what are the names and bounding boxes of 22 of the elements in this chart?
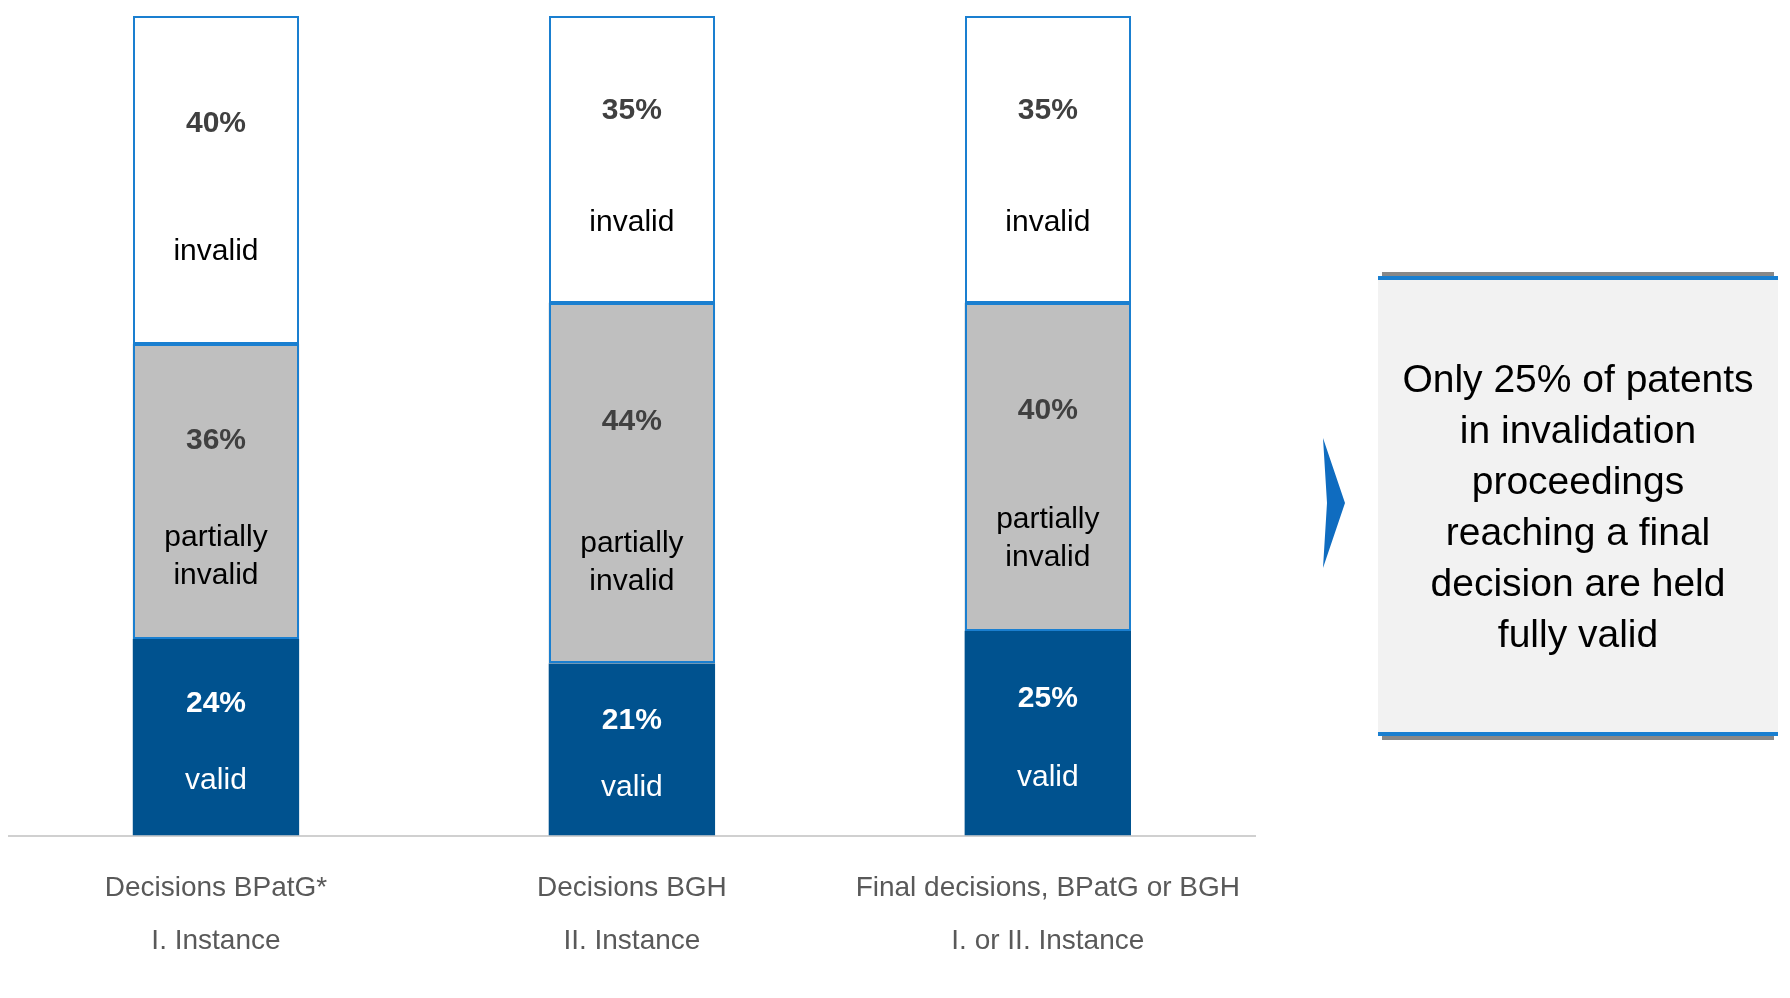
data-label: 24% <box>185 685 246 719</box>
text: valid <box>1016 759 1079 793</box>
data-label: 44% <box>601 403 662 437</box>
text: invalid <box>173 233 259 267</box>
data-label: 36% <box>185 422 246 456</box>
text: invalid <box>589 203 675 237</box>
data-label: 40% <box>1017 392 1078 426</box>
text: Only 25% of patents in invalidation proceedings reaching a final decision are held fully valid <box>1378 276 1778 736</box>
data-label: 25% <box>1017 679 1078 713</box>
data-label: 35% <box>1017 91 1078 125</box>
x-tick-label: Decisions BPatG* I. Instance <box>104 870 328 956</box>
x-tick-label: Final decisions, BPatG or BGH I. or II. Instance <box>855 870 1240 956</box>
text: valid <box>185 761 247 795</box>
x-tick-label: Decisions BGH II. Instance <box>536 870 727 956</box>
data-label: 21% <box>601 701 662 735</box>
text: partially invalid <box>164 518 268 590</box>
data-label: 35% <box>601 91 662 125</box>
series-label: invalid <box>1005 203 1091 237</box>
text: partially invalid <box>996 501 1100 573</box>
series-label: partially invalid <box>580 524 684 596</box>
series-label: valid <box>601 768 663 802</box>
data-label: 40% <box>185 105 246 139</box>
